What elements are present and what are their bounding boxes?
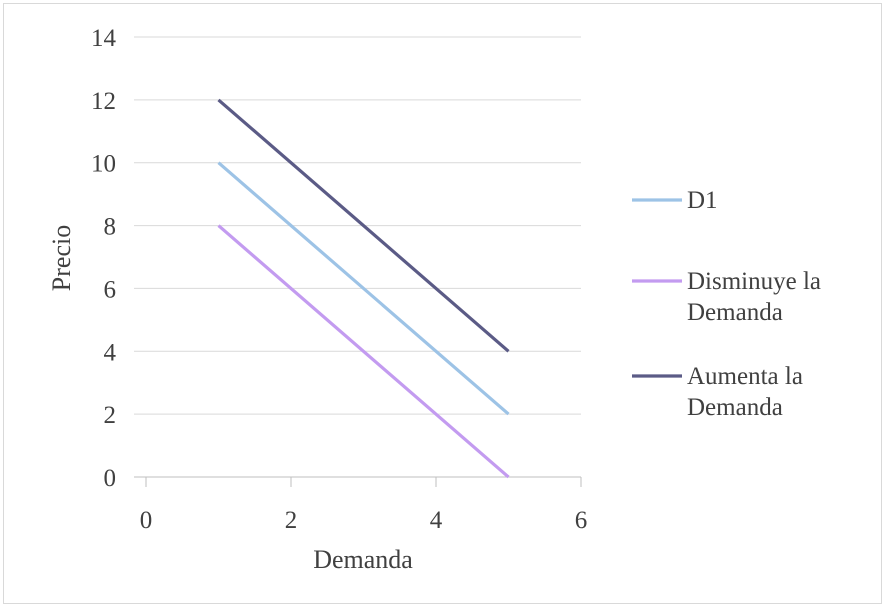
y-axis-label: Precio [47,225,76,291]
y-tick-label: 12 [91,88,116,115]
series-lines [217,98,510,479]
chart-frame [3,3,882,604]
x-tick-label: 2 [285,507,298,534]
x-tick-label: 4 [430,507,443,534]
axes [134,476,582,487]
y-tick-label: 0 [104,465,117,492]
series-line-1 [217,161,510,416]
series-line-2 [217,224,510,479]
y-tick-labels: 0 2 4 6 8 10 12 14 [91,25,117,492]
series-line-3 [217,98,510,353]
gridlines [134,36,581,415]
legend-entry: Aumenta la Demanda [687,363,803,421]
y-tick-label: 6 [104,276,117,303]
legend: D1 Disminuye la Demanda Aumenta la Demanda [632,187,821,421]
legend-entry: D1 [687,187,718,214]
y-tick-label: 14 [91,25,117,52]
legend-entry: Disminuye la Demanda [687,268,821,326]
x-axis-label: Demanda [313,545,413,574]
x-tick-labels: 0 2 4 6 [140,507,588,534]
x-tick-label: 6 [575,507,588,534]
x-tick-label: 0 [140,507,153,534]
y-tick-label: 8 [104,214,117,241]
y-tick-label: 10 [91,151,116,178]
y-tick-label: 2 [104,402,117,429]
y-tick-label: 4 [104,339,117,366]
